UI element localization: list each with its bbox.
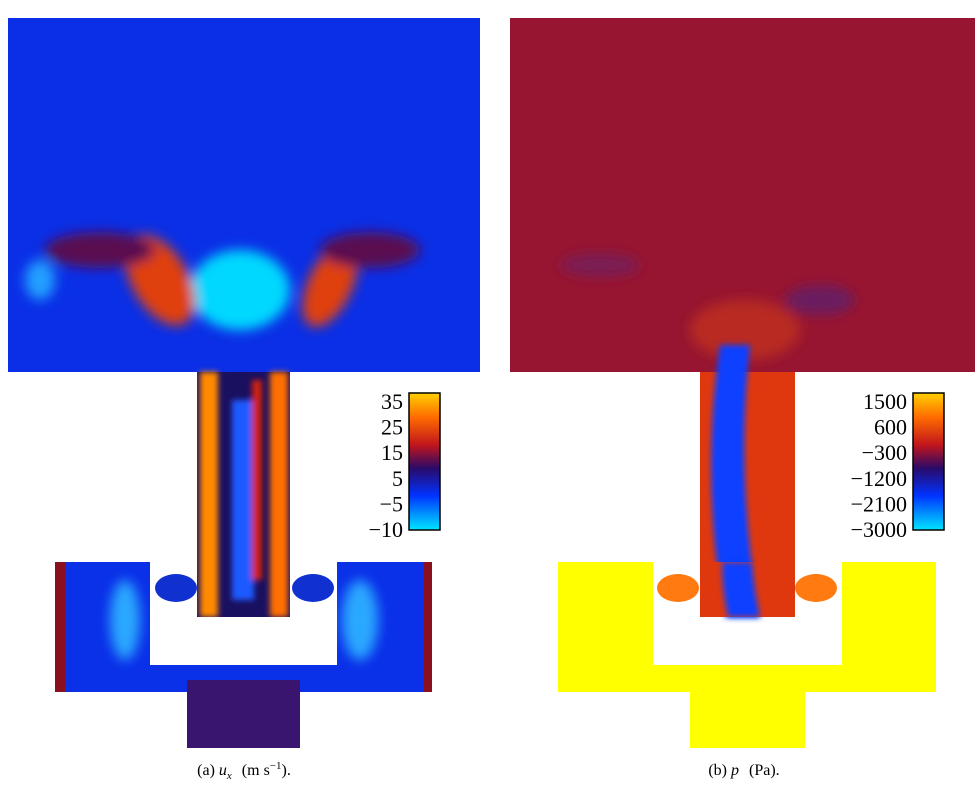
pressure-field: [558, 562, 936, 748]
colorbar-tick-label: −300: [862, 440, 907, 465]
colorbar-tick-label: 35: [381, 389, 403, 414]
caption-label: (b): [708, 762, 727, 779]
colorbar-tick-label: −1200: [851, 466, 907, 491]
caption-label: (a): [197, 762, 215, 779]
caption: (a) ux (m s−1).: [197, 760, 291, 782]
colorbar-tick-label: 15: [381, 440, 403, 465]
colorbar-tick-label: 600: [874, 415, 907, 440]
caption-unit: (m s: [242, 762, 270, 779]
recess: [795, 574, 837, 602]
velocity-field: [8, 18, 480, 748]
colorbar-tick-label: 1500: [863, 389, 907, 414]
caption-symbol: p: [730, 762, 739, 779]
caption-subscript: x: [226, 770, 232, 782]
colorbar-tick-label: −10: [369, 517, 403, 542]
recess: [292, 574, 334, 602]
colorbar-tick-label: −3000: [851, 517, 907, 542]
recess: [657, 574, 699, 602]
colorbar-tick-label: 25: [381, 415, 403, 440]
colorbar-tick-label: −5: [380, 491, 403, 516]
colorbar: [408, 392, 441, 531]
colorbar: [912, 392, 945, 531]
colorbar-tick-label: 5: [392, 466, 403, 491]
caption: (b) p (Pa).: [708, 762, 779, 779]
caption-end: ).: [770, 762, 779, 779]
caption-end: ).: [282, 762, 291, 779]
colorbar-tick-label: −2100: [851, 491, 907, 516]
caption-symbol: u: [219, 762, 227, 779]
recess: [155, 574, 197, 602]
caption-unit: (Pa: [749, 762, 770, 779]
caption-superscript: −1: [270, 760, 282, 772]
